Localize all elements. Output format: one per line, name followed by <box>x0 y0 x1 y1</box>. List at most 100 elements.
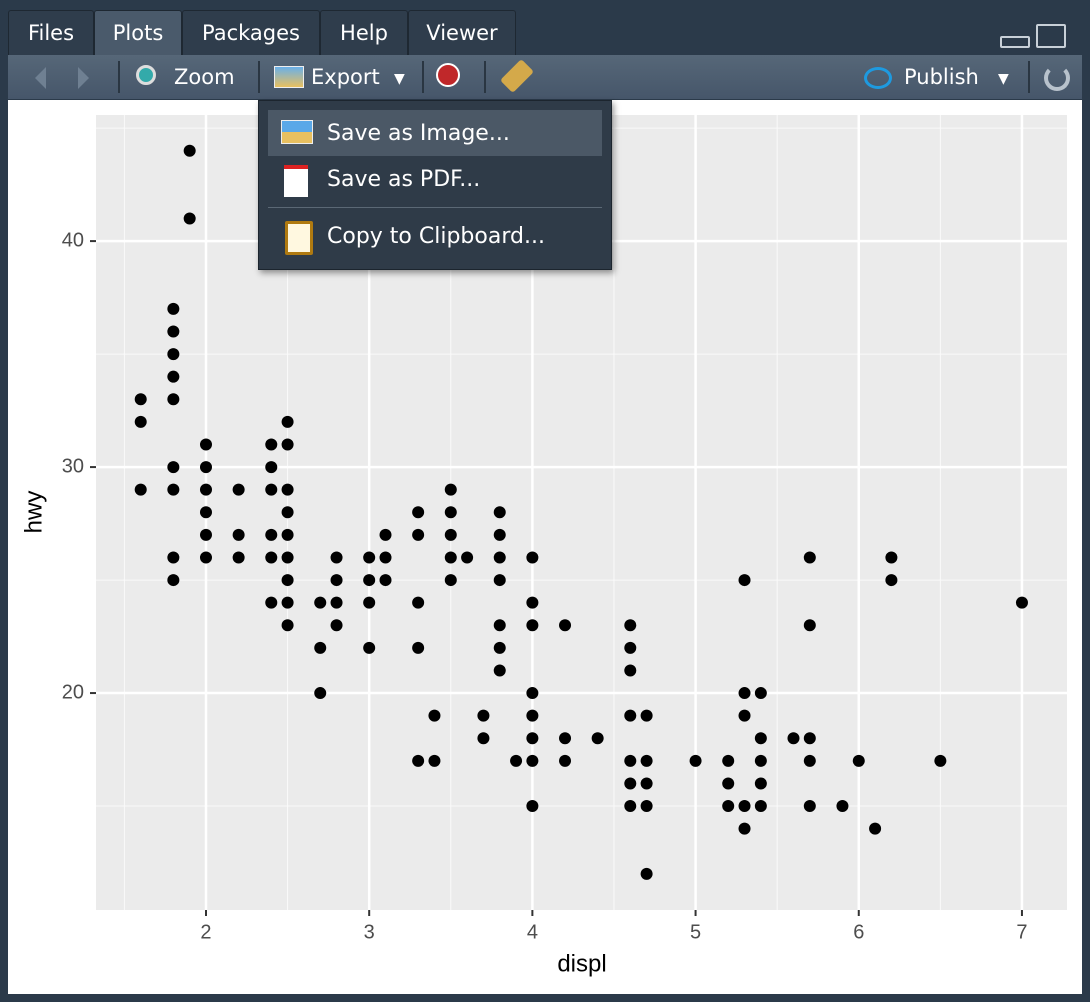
point <box>167 325 180 338</box>
point <box>281 574 294 587</box>
point <box>281 596 294 609</box>
point <box>199 461 212 474</box>
point <box>836 800 849 813</box>
export-button[interactable]: Export <box>311 65 380 89</box>
point <box>232 528 245 541</box>
dropdown-arrow: ▼ <box>394 71 405 87</box>
point <box>640 709 653 722</box>
y-tick-label: 30 <box>62 455 84 477</box>
point <box>199 528 212 541</box>
point <box>803 754 816 767</box>
point <box>199 438 212 451</box>
pdf-icon <box>284 165 308 197</box>
minimize-button[interactable] <box>1000 36 1030 48</box>
point <box>428 754 441 767</box>
clipboard-icon <box>285 221 313 255</box>
point <box>722 777 735 790</box>
menu-item[interactable]: Save as Image... <box>327 121 510 146</box>
tab[interactable]: Plots <box>94 10 182 56</box>
point <box>526 619 539 632</box>
point <box>134 483 147 496</box>
point <box>493 551 506 564</box>
tab[interactable]: Files <box>8 10 94 56</box>
point <box>754 732 767 745</box>
remove-plot-button[interactable] <box>436 63 460 87</box>
point <box>363 574 376 587</box>
x-tick-label: 7 <box>1016 921 1027 943</box>
dropdown-arrow: ▼ <box>998 71 1009 87</box>
forward-button[interactable] <box>78 67 100 89</box>
point <box>281 506 294 519</box>
point <box>199 506 212 519</box>
point <box>559 754 572 767</box>
point <box>885 551 898 564</box>
point <box>167 302 180 315</box>
menu-item[interactable]: Save as PDF... <box>327 167 481 192</box>
point <box>232 483 245 496</box>
point <box>803 551 816 564</box>
point <box>803 619 816 632</box>
refresh-button[interactable] <box>1044 65 1070 91</box>
point <box>722 754 735 767</box>
point <box>477 709 490 722</box>
point <box>624 777 637 790</box>
back-button[interactable] <box>24 67 46 89</box>
maximize-button[interactable] <box>1036 24 1066 48</box>
point <box>624 664 637 677</box>
x-tick-label: 4 <box>527 921 538 943</box>
point <box>461 551 474 564</box>
point <box>412 528 425 541</box>
point <box>624 619 637 632</box>
zoom-button[interactable]: Zoom <box>174 65 235 89</box>
point <box>526 754 539 767</box>
point <box>803 800 816 813</box>
point <box>167 483 180 496</box>
point <box>493 528 506 541</box>
point <box>738 709 751 722</box>
point <box>330 551 343 564</box>
x-tick-label: 3 <box>364 921 375 943</box>
point <box>624 709 637 722</box>
point <box>738 687 751 700</box>
export-menu: Save as Image... Save as PDF... Copy to … <box>258 100 612 270</box>
point <box>738 822 751 835</box>
point <box>199 551 212 564</box>
point <box>412 641 425 654</box>
tab[interactable]: Viewer <box>408 10 516 56</box>
point <box>640 800 653 813</box>
point <box>167 370 180 383</box>
point <box>559 619 572 632</box>
point <box>510 754 523 767</box>
point <box>183 144 196 157</box>
point <box>526 732 539 745</box>
point <box>526 596 539 609</box>
tab[interactable]: Help <box>320 10 408 56</box>
point <box>265 438 278 451</box>
point <box>444 506 457 519</box>
point <box>314 596 327 609</box>
point <box>624 754 637 767</box>
plot-viewer: hwy displ 2 3 4 5 6 7 20 30 40 <box>8 100 1082 994</box>
point <box>754 800 767 813</box>
point <box>330 574 343 587</box>
point <box>379 574 392 587</box>
point <box>526 800 539 813</box>
point <box>134 415 147 428</box>
publish-button[interactable]: Publish <box>904 65 979 89</box>
point <box>167 551 180 564</box>
point <box>526 709 539 722</box>
menu-item[interactable]: Copy to Clipboard... <box>327 224 545 249</box>
y-axis-label: hwy <box>20 491 47 534</box>
point <box>640 777 653 790</box>
tab[interactable]: Packages <box>182 10 320 56</box>
point <box>444 528 457 541</box>
point <box>787 732 800 745</box>
point <box>444 574 457 587</box>
point <box>493 641 506 654</box>
menu-highlight <box>268 110 602 156</box>
point <box>477 732 490 745</box>
point <box>363 641 376 654</box>
point <box>852 754 865 767</box>
point <box>624 641 637 654</box>
